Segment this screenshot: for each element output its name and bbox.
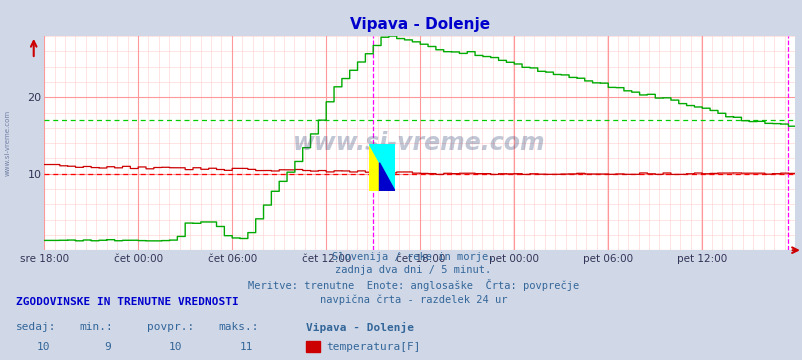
Text: www.si-vreme.com: www.si-vreme.com <box>5 110 11 176</box>
Text: Vipava - Dolenje: Vipava - Dolenje <box>306 322 414 333</box>
Polygon shape <box>369 144 395 191</box>
Text: povpr.:: povpr.: <box>147 322 194 332</box>
Text: ZGODOVINSKE IN TRENUTNE VREDNOSTI: ZGODOVINSKE IN TRENUTNE VREDNOSTI <box>16 297 238 307</box>
Text: 10: 10 <box>37 342 51 352</box>
Text: 10: 10 <box>168 342 181 352</box>
Polygon shape <box>369 144 395 191</box>
Polygon shape <box>379 163 395 191</box>
Text: maks.:: maks.: <box>218 322 259 332</box>
Text: min.:: min.: <box>79 322 113 332</box>
Text: www.si-vreme.com: www.si-vreme.com <box>293 131 545 155</box>
Text: sedaj:: sedaj: <box>16 322 56 332</box>
Text: Slovenija / reke in morje.
zadnja dva dni / 5 minut.
Meritve: trenutne  Enote: a: Slovenija / reke in morje. zadnja dva dn… <box>248 252 578 305</box>
Text: 11: 11 <box>240 342 253 352</box>
Title: Vipava - Dolenje: Vipava - Dolenje <box>349 17 489 32</box>
Text: 9: 9 <box>104 342 111 352</box>
Text: temperatura[F]: temperatura[F] <box>326 342 420 352</box>
Bar <box>306 341 320 352</box>
